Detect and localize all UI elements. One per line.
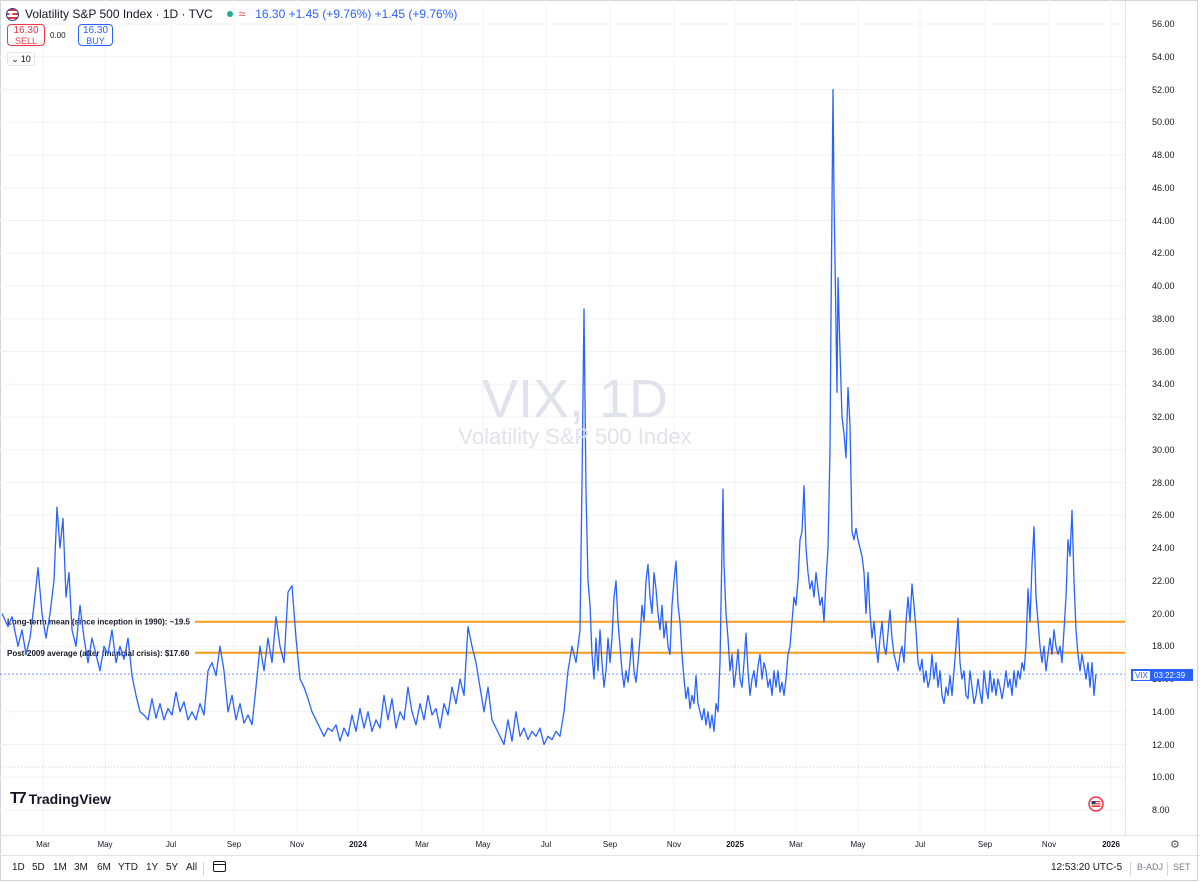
price-tick-label: 10.00 (1152, 772, 1175, 783)
range-button[interactable]: All (186, 862, 198, 873)
indicators-count: 10 (20, 54, 31, 64)
price-tick-label: 42.00 (1152, 248, 1175, 259)
tradingview-logo[interactable]: T7 TradingView (10, 790, 111, 808)
price-chart[interactable]: Long-term mean (since inception in 1990)… (0, 0, 1125, 835)
price-tick-label: 26.00 (1152, 510, 1175, 521)
price-tick-label: 36.00 (1152, 346, 1175, 357)
price-tick-label: 20.00 (1152, 608, 1175, 619)
time-tick-label: Sep (977, 840, 993, 849)
time-tick-label: Mar (789, 840, 803, 849)
last-price-symbol: VIX (1133, 670, 1150, 680)
series-legend[interactable]: Volatility S&P 500 Index · 1D · TVC ≈ 16… (6, 5, 457, 23)
range-button[interactable]: 5D (32, 862, 45, 873)
time-tick-label: Sep (226, 840, 242, 849)
time-tick-label: May (475, 840, 491, 849)
adjust-toggle[interactable]: B-ADJ (1137, 862, 1164, 872)
time-tick-label: Jul (165, 840, 177, 849)
chevron-down-icon: ⌄ (11, 53, 19, 64)
time-tick-label: Sep (602, 840, 618, 849)
gear-icon[interactable]: ⚙ (1170, 839, 1180, 851)
time-tick-label: 2026 (1102, 840, 1120, 849)
price-tick-label: 54.00 (1152, 51, 1175, 62)
last-price-badge: VIX 03:22:39 (1131, 669, 1193, 681)
time-tick-label: 2025 (726, 840, 744, 849)
time-tick-label: Jul (540, 840, 552, 849)
price-tick-label: 52.00 (1152, 84, 1175, 95)
horizontal-line-label[interactable]: Post-2009 average (after financial crisi… (7, 649, 190, 658)
price-tick-label: 50.00 (1152, 117, 1175, 128)
toolbar-separator (203, 862, 204, 876)
time-tick-label: Mar (36, 840, 50, 849)
toolbar-separator (1167, 862, 1168, 876)
sell-price: 16.30 (13, 25, 39, 36)
delayed-data-icon: ≈ (238, 7, 246, 21)
price-tick-label: 24.00 (1152, 543, 1175, 553)
price-tick-label: 8.00 (1152, 805, 1170, 815)
us-flag-marker-icon[interactable] (1088, 796, 1104, 812)
session-toggle[interactable]: SET (1173, 862, 1191, 872)
range-button[interactable]: YTD (118, 862, 138, 873)
price-tick-label: 46.00 (1152, 182, 1175, 193)
price-tick-label: 22.00 (1152, 575, 1175, 586)
price-tick-label: 30.00 (1152, 444, 1175, 455)
spread-value: 0.00 (50, 31, 66, 40)
range-button[interactable]: 1D (12, 862, 25, 873)
vix-series-line (1, 88, 1097, 746)
toolbar-separator (1130, 862, 1131, 876)
price-tick-label: 34.00 (1152, 379, 1175, 390)
price-tick-label: 56.00 (1152, 19, 1175, 29)
buy-price: 16.30 (82, 25, 109, 36)
price-tick-label: 48.00 (1152, 150, 1175, 160)
time-axis[interactable]: Mar May Jul Sep Nov 2024 Mar May Jul Sep Nov 2025 Ma… (0, 835, 1200, 855)
sell-label: SELL (14, 36, 38, 46)
legend-title[interactable]: Volatility S&P 500 Index · 1D · TVC (25, 7, 213, 21)
price-tick-label: 32.00 (1152, 412, 1175, 422)
indicators-collapse-button[interactable]: ⌄ 10 (7, 52, 35, 66)
time-tick-label: May (850, 840, 866, 849)
time-tick-label: Nov (666, 840, 682, 849)
time-tick-label: Jul (914, 840, 926, 849)
horizontal-lines: Long-term mean (since inception in 1990)… (7, 618, 1125, 658)
us-flag-icon (6, 7, 19, 21)
range-button[interactable]: 1M (53, 862, 67, 873)
price-scale[interactable] (1125, 0, 1200, 835)
time-tick-label: Nov (289, 840, 305, 849)
market-open-dot-icon (226, 11, 233, 17)
time-tick-label: Nov (1041, 840, 1057, 849)
price-tick-label: 38.00 (1152, 313, 1175, 324)
legend-values: 16.30 +1.45 (+9.76%) +1.45 (+9.76%) (255, 7, 458, 21)
price-tick-label: 14.00 (1152, 706, 1175, 717)
clock-display[interactable]: 12:53:20 UTC-5 (1051, 862, 1123, 873)
time-tick-label: Mar (415, 840, 429, 849)
sell-button[interactable]: 16.30 SELL (7, 24, 45, 46)
grid-lines (0, 0, 1125, 835)
bottom-toolbar: 1D 5D 1M 3M 6M YTD 1Y 5Y All 12:53:20 UTC-5 B-AD… (0, 855, 1200, 883)
buy-label: BUY (86, 36, 105, 46)
buy-button[interactable]: 16.30 BUY (78, 24, 113, 46)
time-tick-label: 2024 (349, 840, 367, 849)
price-tick-label: 18.00 (1152, 641, 1175, 652)
range-button[interactable]: 6M (97, 862, 111, 873)
horizontal-line-label[interactable]: Long-term mean (since inception in 1990)… (7, 618, 190, 627)
price-tick-label: 28.00 (1152, 477, 1175, 488)
chart-pane[interactable]: Long-term mean (since inception in 1990)… (0, 0, 1125, 835)
price-tick-label: 40.00 (1152, 281, 1175, 291)
tradingview-mark-icon: T7 (10, 790, 27, 807)
range-button[interactable]: 3M (74, 862, 88, 873)
price-tick-label: 12.00 (1152, 739, 1175, 750)
range-button[interactable]: 5Y (166, 862, 179, 873)
price-tick-label: 44.00 (1152, 215, 1175, 226)
time-tick-label: May (97, 840, 113, 849)
tradingview-logo-text: TradingView (28, 791, 111, 807)
bar-countdown: 03:22:39 (1153, 670, 1186, 680)
range-button[interactable]: 1Y (146, 862, 159, 873)
calendar-icon[interactable] (213, 861, 226, 872)
